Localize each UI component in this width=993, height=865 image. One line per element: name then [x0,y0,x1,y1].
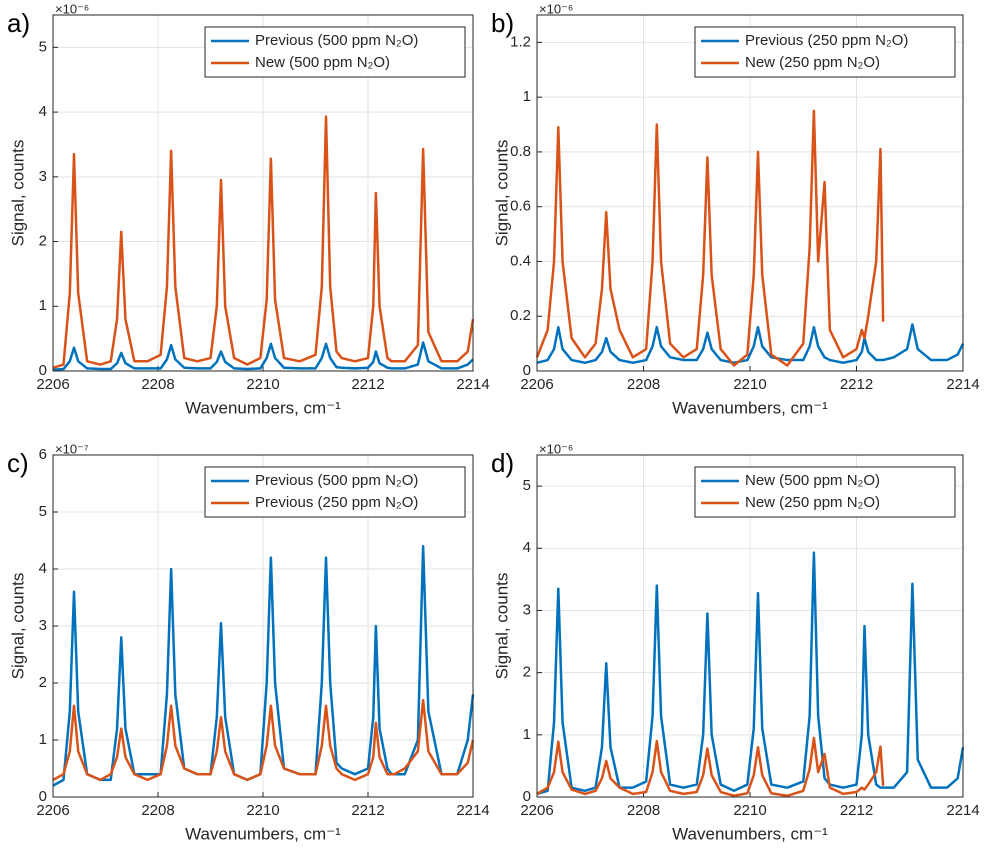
legend-label: New (250 ppm N₂O) [745,54,880,71]
x-tick-label: 2212 [351,802,384,819]
y-tick-label: 4 [39,103,47,120]
x-tick-label: 2206 [36,376,69,393]
legend-box [694,466,956,518]
legend: New (500 ppm N₂O) New (250 ppm N₂O) [694,466,956,518]
y-tick-label: 5 [39,503,47,520]
y-tick-label: 0 [39,362,47,379]
x-tick-label: 2208 [627,802,660,819]
x-tick-label: 2208 [141,802,174,819]
legend-box [204,466,466,518]
x-tick-label: 2210 [246,802,279,819]
y-axis-label: Signal, counts [8,140,27,247]
axis-multiplier: ×10⁻⁷ [55,441,89,456]
legend-label: Previous (500 ppm N₂O) [255,472,418,489]
y-tick-label: 2 [523,664,531,681]
x-tick-label: 2214 [456,376,489,393]
x-axis-label: Wavenumbers, cm⁻¹ [185,398,341,417]
y-tick-label: 0.6 [510,198,531,215]
x-tick-label: 2214 [946,802,979,819]
y-tick-label: 6 [39,446,47,463]
y-tick-label: 0.2 [510,307,531,324]
axes-box [52,454,474,798]
x-tick-label: 2212 [351,376,384,393]
axis-multiplier: ×10⁻⁶ [539,1,573,16]
x-tick-label: 2206 [36,802,69,819]
legend-label: Previous (250 ppm N₂O) [255,494,418,511]
legend-label: Previous (500 ppm N₂O) [255,32,418,49]
legend-label: New (500 ppm N₂O) [745,472,880,489]
x-tick-label: 2206 [520,376,553,393]
legend-box [694,26,956,78]
axes-box [536,14,964,372]
data-line [536,736,885,798]
y-axis-label: Signal, counts [492,573,511,680]
y-tick-label: 0.4 [510,252,531,269]
subplot: 0 1 2 3 4 5 2206 2208 2210 2212 2214 New (500 ppm N… [491,441,980,843]
subplot: 0 1 2 3 4 5 6 2206 2208 2210 2212 2214 Previous (500… [7,441,490,843]
y-tick-label: 3 [39,168,47,185]
y-tick-label: 1 [39,297,47,314]
x-axis-label: Wavenumbers, cm⁻¹ [185,824,341,843]
data-line [52,341,474,371]
y-tick-label: 2 [39,674,47,691]
x-tick-label: 2212 [840,376,873,393]
x-axis-label: Wavenumbers, cm⁻¹ [672,824,828,843]
y-tick-label: 0 [39,788,47,805]
subplot: 0 0.2 0.4 0.6 0.8 1 1.2 2206 2208 2210 2212 2214 Pre… [491,1,980,417]
y-tick-label: 0.8 [510,143,531,160]
x-tick-label: 2214 [946,376,979,393]
legend-label: New (500 ppm N₂O) [255,54,390,71]
y-tick-label: 5 [39,38,47,55]
axis-multiplier: ×10⁻⁶ [539,441,573,456]
y-tick-label: 1 [39,731,47,748]
x-tick-label: 2210 [733,802,766,819]
y-tick-label: 1.2 [510,33,531,50]
panel-label: b) [491,8,514,38]
legend: Previous (250 ppm N₂O) New (250 ppm N₂O) [694,26,956,78]
panel-label: d) [491,448,514,478]
legend-label: Previous (250 ppm N₂O) [745,32,908,49]
legend-label: New (250 ppm N₂O) [745,494,880,511]
x-tick-label: 2214 [456,802,489,819]
y-tick-label: 1 [523,726,531,743]
y-tick-label: 4 [523,539,531,556]
legend: Previous (500 ppm N₂O) New (500 ppm N₂O) [204,26,466,78]
y-axis-label: Signal, counts [8,573,27,680]
x-tick-label: 2210 [733,376,766,393]
legend: Previous (500 ppm N₂O) Previous (250 ppm … [204,466,466,518]
y-tick-label: 3 [523,601,531,618]
subplot: 0 1 2 3 4 5 2206 2208 2210 2212 2214 Previous (500 … [7,1,490,417]
y-tick-label: 4 [39,560,47,577]
data-line [52,698,475,782]
y-axis-label: Signal, counts [492,140,511,247]
y-tick-label: 1 [523,88,531,105]
legend-box [204,26,466,78]
data-line [536,323,965,365]
panel-label: a) [7,8,30,38]
data-line [535,109,885,367]
axes-box [52,14,474,372]
panel-label: c) [7,448,29,478]
data-line [536,551,965,796]
y-tick-label: 0 [523,362,531,379]
x-tick-label: 2210 [246,376,279,393]
y-tick-label: 3 [39,617,47,634]
x-tick-label: 2212 [840,802,873,819]
axes-box [536,454,964,798]
x-tick-label: 2208 [627,376,660,393]
axis-multiplier: ×10⁻⁶ [55,1,89,16]
x-tick-label: 2206 [520,802,553,819]
y-tick-label: 0 [523,788,531,805]
y-tick-label: 5 [523,477,531,494]
y-tick-label: 2 [39,233,47,250]
x-tick-label: 2208 [141,376,174,393]
x-axis-label: Wavenumbers, cm⁻¹ [672,398,828,417]
data-line [52,115,475,369]
